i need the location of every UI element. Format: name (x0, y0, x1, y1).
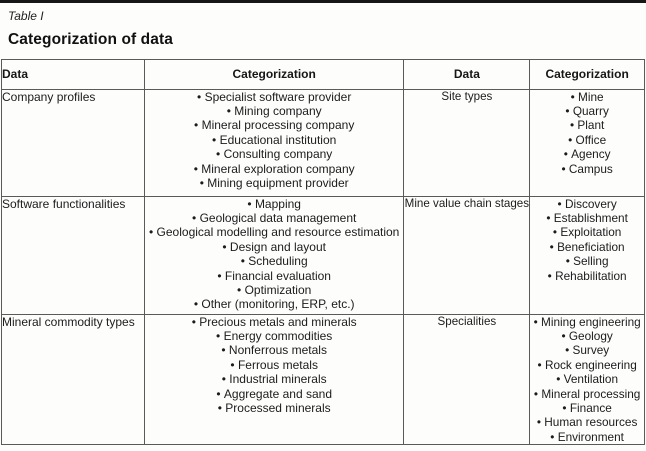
bullet-item: Agency (530, 147, 644, 161)
bullet-item: Plant (530, 118, 644, 132)
bullet-item: Design and layout (145, 240, 404, 254)
bullet-item: Rehabilitation (530, 269, 644, 283)
table-row: Software functionalitiesMappingGeologica… (2, 196, 645, 315)
bullet-item: Consulting company (145, 147, 404, 161)
row-label: Company profiles (2, 89, 96, 104)
bullet-item: Mine (530, 90, 644, 104)
bullet-item: Industrial minerals (145, 372, 404, 386)
bullet-item: Beneficiation (530, 240, 644, 254)
col-header-categorization-left: Categorization (144, 59, 405, 90)
bullet-item: Environment (530, 430, 644, 444)
categorization-cell: MappingGeological data managementGeologi… (144, 196, 405, 315)
bullet-item: Geological data management (145, 211, 404, 225)
bullet-item: Optimization (145, 283, 404, 297)
bullet-item: Discovery (530, 197, 644, 211)
col-header-categorization-right: Categorization (530, 59, 645, 90)
bullet-item: Rock engineering (530, 358, 644, 372)
data-cell: Site types (404, 89, 531, 197)
bullet-item: Ventilation (530, 372, 644, 386)
row-label: Mineral commodity types (2, 314, 135, 329)
bullet-item: Geological modelling and resource estima… (145, 225, 404, 239)
bullet-item: Mineral processing (530, 387, 644, 401)
col-header-data-left: Data (2, 59, 145, 90)
categorization-cell: Precious metals and mineralsEnergy commo… (144, 314, 405, 446)
bullet-item: Exploitation (530, 225, 644, 239)
categorization-cell: DiscoveryEstablishmentExploitationBenefi… (530, 196, 645, 315)
bullet-item: Mineral exploration company (145, 162, 404, 176)
bullet-item: Nonferrous metals (145, 343, 404, 357)
bullet-item: Geology (530, 329, 644, 343)
data-cell: Specialities (404, 314, 531, 446)
bullet-item: Mining engineering (530, 315, 644, 329)
bullet-item: Mineral processing company (145, 118, 404, 132)
categorization-table: Data Categorization Data Categorization … (1, 58, 645, 446)
bullet-item: Scheduling (145, 254, 404, 268)
bullet-item: Financial evaluation (145, 269, 404, 283)
table-row: Mineral commodity types Precious metals a… (2, 314, 645, 446)
bullet-item: Mining equipment provider (145, 176, 404, 190)
bullet-item: Human resources (530, 415, 644, 429)
row-label: Software functionalities (2, 196, 126, 211)
bullet-item: Finance (530, 401, 644, 415)
table-caption: Table I Categorization of data (0, 9, 646, 49)
row-label: Mine value chain stages (404, 196, 530, 210)
data-cell: Software functionalities (2, 196, 145, 315)
bullet-item: Office (530, 133, 644, 147)
col-header-data-right: Data (404, 59, 531, 90)
table-number-label: Table I (8, 8, 44, 23)
bullet-item: Quarry (530, 104, 644, 118)
bullet-item: Establishment (530, 211, 644, 225)
data-cell: Mineral commodity types (2, 314, 145, 446)
bullet-item: Specialist software provider (145, 90, 404, 104)
categorization-cell: MineQuarryPlantOfficeAgencyCampus (530, 89, 645, 197)
table-row: Company profiles Specialist software prov… (2, 89, 645, 197)
bullet-item: Processed minerals (145, 401, 404, 415)
bullet-item: Aggregate and sand (145, 387, 404, 401)
bullet-item: Educational institution (145, 133, 404, 147)
bullet-item: Ferrous metals (145, 358, 404, 372)
data-cell: Company profiles (2, 89, 145, 197)
bullet-item: Energy commodities (145, 329, 404, 343)
row-label: Specialities (437, 314, 497, 328)
row-label: Site types (441, 89, 493, 103)
top-rule-divider (0, 0, 646, 3)
table-title: Categorization of data (8, 30, 173, 48)
categorization-cell: Mining engineeringGeologySurveyRock engi… (530, 314, 645, 446)
bullet-item: Selling (530, 254, 644, 268)
bullet-item: Campus (530, 162, 644, 176)
header-row: Data Categorization Data Categorization (2, 59, 645, 90)
bullet-item: Survey (530, 343, 644, 357)
categorization-cell: Specialist software providerMining compa… (144, 89, 405, 197)
bullet-item: Mapping (145, 197, 404, 211)
bullet-item: Other (monitoring, ERP, etc.) (145, 297, 404, 311)
data-cell: Mine value chain stages (404, 196, 531, 315)
bullet-item: Precious metals and minerals (145, 315, 404, 329)
bullet-item: Mining company (145, 104, 404, 118)
